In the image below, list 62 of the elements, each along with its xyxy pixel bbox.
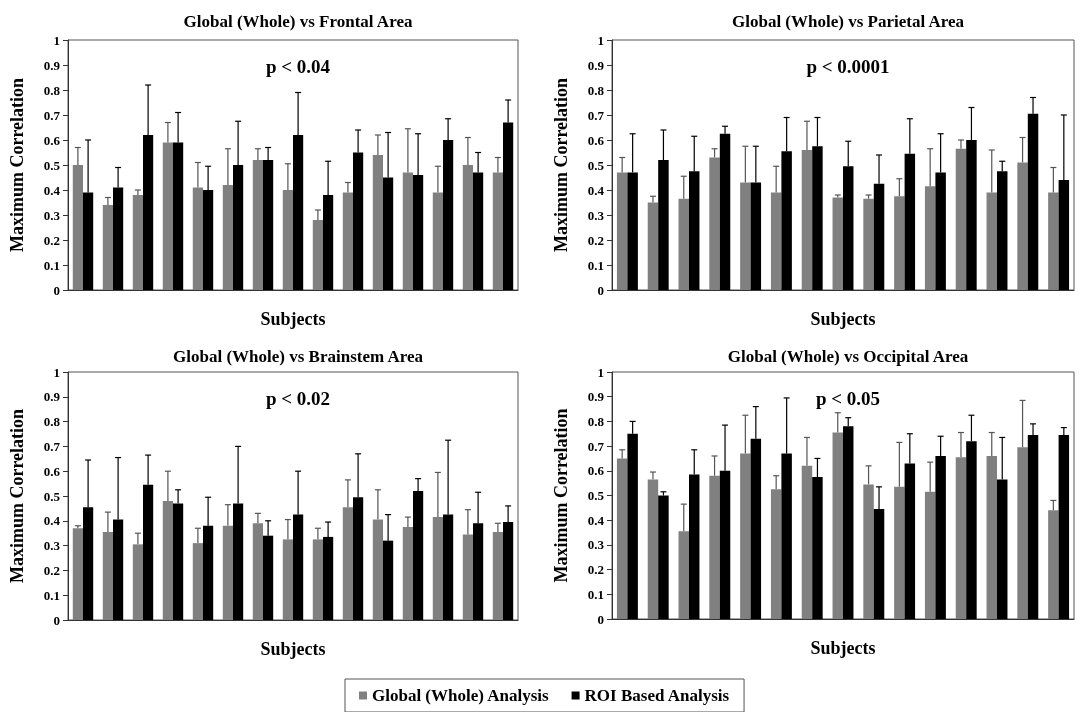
y-axis-title: Maximum Correlation <box>7 408 27 584</box>
annotation: p < 0.0001 <box>806 56 890 77</box>
y-tick-label: 0.3 <box>587 207 605 223</box>
chart-title: Global (Whole) vs Parietal Area <box>732 12 965 31</box>
y-tick-label: 0 <box>597 282 604 298</box>
y-axis-title: Maximum Correlation <box>551 408 571 583</box>
chart-title: Global (Whole) vs Brainstem Area <box>173 347 424 366</box>
y-tick-label: 0.5 <box>587 488 605 503</box>
legend-label: ROI Based Analysis <box>584 686 730 705</box>
y-tick-label: 0.9 <box>587 57 605 73</box>
y-tick-label: 0.8 <box>43 414 61 430</box>
y-tick-label: 0.4 <box>43 182 61 198</box>
y-tick-label: 0.1 <box>587 586 604 602</box>
y-tick-label: 0.2 <box>587 562 604 578</box>
y-tick-label: 0.8 <box>43 82 61 98</box>
y-tick-label: 1 <box>597 32 604 48</box>
annotation: p < 0.04 <box>265 56 331 77</box>
y-tick-label: 0.6 <box>43 132 61 148</box>
y-tick-label: 0.4 <box>587 182 605 198</box>
y-tick-label: 0.2 <box>43 562 60 578</box>
y-tick-label: 0.1 <box>43 257 60 273</box>
y-tick-label: 0.5 <box>43 488 61 504</box>
y-tick-label: 0 <box>597 611 604 627</box>
y-tick-label: 0 <box>53 282 60 298</box>
y-tick-label: 0.2 <box>43 232 60 248</box>
y-tick-label: 1 <box>53 32 60 48</box>
y-tick-label: 0.3 <box>43 538 61 554</box>
y-tick-label: 0.8 <box>587 413 605 429</box>
y-tick-label: 0.7 <box>43 107 61 123</box>
x-axis-title: Subjects <box>810 309 876 329</box>
y-tick-label: 0.3 <box>587 537 605 553</box>
y-tick-label: 0.9 <box>43 57 61 73</box>
y-tick-label: 0.8 <box>587 82 605 98</box>
y-tick-label: 0.5 <box>43 157 61 173</box>
y-tick-label: 0.7 <box>587 438 605 454</box>
annotation: p < 0.05 <box>815 388 881 409</box>
y-axis-title: Maximum Correlation <box>7 77 27 253</box>
y-tick-label: 0.5 <box>587 157 605 173</box>
y-tick-label: 0.9 <box>587 389 605 405</box>
y-tick-label: 0.2 <box>587 232 604 248</box>
x-axis-title: Subjects <box>260 639 326 659</box>
y-tick-label: 0.3 <box>43 207 61 223</box>
y-tick-label: 0.1 <box>587 257 604 273</box>
chart-title: Global (Whole) vs Occipital Area <box>727 347 969 366</box>
y-tick-label: 0.1 <box>43 587 60 603</box>
y-tick-label: 0.4 <box>43 513 61 529</box>
legend-label: Global (Whole) Analysis <box>372 686 550 705</box>
y-tick-label: 0.4 <box>587 512 605 528</box>
y-tick-label: 0 <box>53 612 60 628</box>
x-axis-title: Subjects <box>260 309 326 329</box>
y-axis-title: Maximum Correlation <box>551 77 571 253</box>
y-tick-label: 1 <box>597 364 604 380</box>
chart-title: Global (Whole) vs Frontal Area <box>183 12 413 31</box>
x-axis-title: Subjects <box>810 638 876 658</box>
y-tick-label: 0.7 <box>587 107 605 123</box>
y-tick-label: 0.6 <box>43 463 61 479</box>
y-tick-label: 1 <box>53 364 60 380</box>
annotation: p < 0.02 <box>265 388 331 409</box>
y-tick-label: 0.6 <box>587 463 605 479</box>
y-tick-label: 0.6 <box>587 132 605 148</box>
y-tick-label: 0.9 <box>43 389 61 405</box>
y-tick-label: 0.7 <box>43 438 61 454</box>
